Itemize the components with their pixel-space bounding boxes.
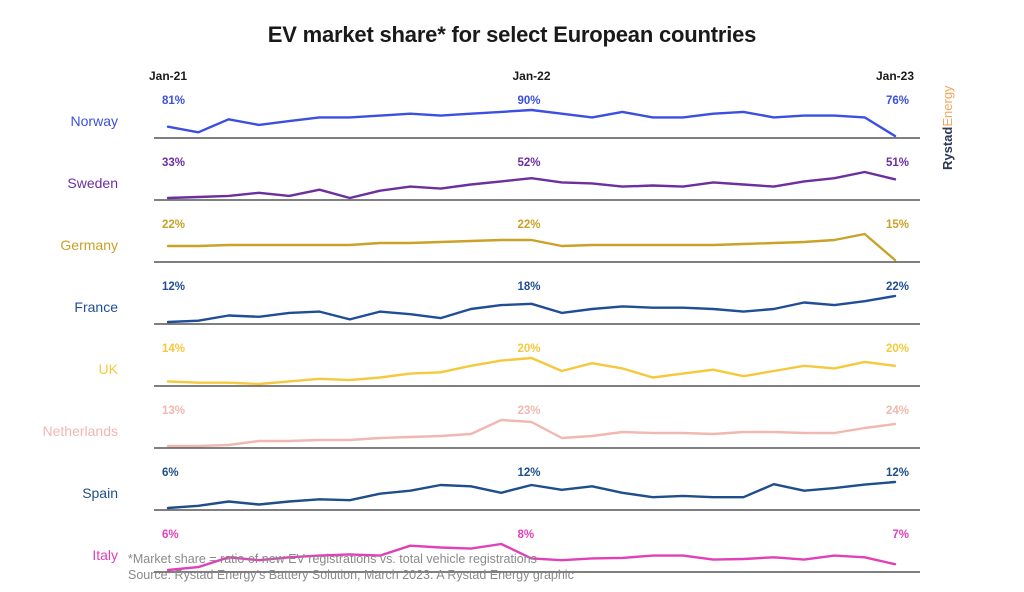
svg-text:RystadEnergy: RystadEnergy bbox=[940, 85, 955, 170]
x-tick-label: Jan-22 bbox=[512, 69, 550, 83]
series-line-netherlands bbox=[166, 418, 897, 448]
series-line-spain bbox=[166, 480, 897, 510]
series-label-france: France bbox=[74, 299, 118, 315]
data-label: 33% bbox=[162, 157, 185, 169]
data-label: 52% bbox=[518, 157, 541, 169]
series-label-netherlands: Netherlands bbox=[43, 423, 119, 439]
data-label: 15% bbox=[886, 219, 909, 231]
data-label: 6% bbox=[162, 467, 179, 479]
data-label: 6% bbox=[162, 529, 179, 541]
data-label: 12% bbox=[162, 281, 185, 293]
data-label: 12% bbox=[518, 467, 541, 479]
series-line-uk bbox=[166, 356, 897, 386]
data-label: 14% bbox=[162, 343, 185, 355]
data-label: 7% bbox=[892, 529, 909, 541]
series-label-sweden: Sweden bbox=[67, 175, 118, 191]
data-label: 18% bbox=[518, 281, 541, 293]
brand-part-1: Rystad bbox=[940, 127, 955, 170]
series-line-germany bbox=[166, 232, 897, 262]
x-tick-label: Jan-23 bbox=[876, 69, 914, 83]
x-tick-label: Jan-21 bbox=[149, 69, 187, 83]
data-label: 20% bbox=[518, 343, 541, 355]
series-line-sweden bbox=[166, 170, 897, 200]
series-label-norway: Norway bbox=[71, 113, 118, 129]
footnote-source: Source: Rystad Energy’s Battery Solution… bbox=[128, 568, 574, 582]
data-label: 22% bbox=[518, 219, 541, 231]
series-label-uk: UK bbox=[99, 361, 119, 377]
brand-logo: RystadEnergy bbox=[940, 85, 955, 170]
data-label: 20% bbox=[886, 343, 909, 355]
footnote-definition: *Market share = ratio of new EV registra… bbox=[128, 552, 537, 566]
series-line-italy bbox=[166, 542, 897, 572]
data-label: 22% bbox=[162, 219, 185, 231]
footnote: *Market share = ratio of new EV registra… bbox=[128, 551, 574, 583]
data-label: 23% bbox=[518, 405, 541, 417]
brand-part-2: Energy bbox=[940, 85, 955, 127]
data-label: 22% bbox=[886, 281, 909, 293]
data-label: 51% bbox=[886, 157, 909, 169]
data-label: 13% bbox=[162, 405, 185, 417]
series-line-france bbox=[166, 294, 897, 324]
series-line-norway bbox=[166, 108, 897, 138]
data-label: 24% bbox=[886, 405, 909, 417]
series-label-germany: Germany bbox=[60, 237, 118, 253]
series-label-spain: Spain bbox=[82, 485, 118, 501]
data-label: 12% bbox=[886, 467, 909, 479]
data-label: 76% bbox=[886, 95, 909, 107]
data-label: 81% bbox=[162, 95, 185, 107]
chart-title: EV market share* for select European cou… bbox=[267, 22, 757, 47]
data-label: 8% bbox=[518, 529, 535, 541]
series-label-italy: Italy bbox=[92, 547, 118, 563]
data-label: 90% bbox=[518, 95, 541, 107]
